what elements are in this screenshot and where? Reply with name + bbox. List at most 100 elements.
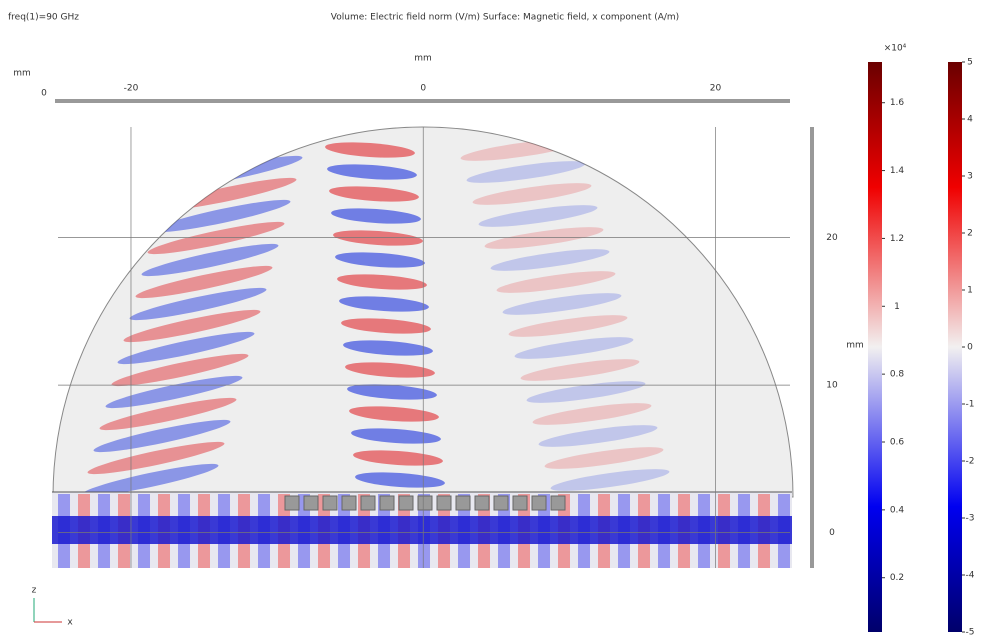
field-lobe	[544, 447, 664, 469]
patch	[493, 495, 509, 511]
y-unit: mm	[846, 341, 864, 351]
field-lobe	[339, 296, 429, 312]
patch	[436, 495, 452, 511]
colorbar-tick-label: 5	[967, 58, 973, 68]
colorbar-tick-label: -2	[966, 457, 975, 467]
field-lobe	[349, 406, 439, 422]
patch	[474, 495, 490, 511]
x-ruler	[55, 99, 790, 103]
plot-title: Volume: Electric field norm (V/m) Surfac…	[331, 13, 679, 23]
colorbar-tick-label: 1.2	[890, 234, 904, 244]
colorbar-tick-label: 0.8	[890, 370, 905, 380]
field-lobe	[484, 227, 604, 249]
field-lobe	[111, 353, 249, 387]
y-tick-label: 20	[826, 233, 838, 243]
field-lobe	[87, 441, 225, 475]
patch	[531, 495, 547, 511]
y-tick-label: 10	[826, 381, 838, 391]
field-lobe	[490, 249, 610, 271]
colorbar-tick-label: 4	[967, 115, 973, 125]
colorbar-tick-label: 0.6	[890, 438, 905, 448]
patch	[455, 495, 471, 511]
patch	[322, 495, 338, 511]
patch	[512, 495, 528, 511]
field-lobe	[514, 337, 634, 359]
triad-x: x	[67, 618, 73, 628]
field-lobe	[341, 318, 431, 334]
field-lobe	[351, 428, 441, 444]
field-lobe	[347, 384, 437, 400]
triad-z: z	[32, 586, 37, 596]
field-lobe	[325, 142, 415, 158]
patch	[550, 495, 566, 511]
field-lobe	[93, 419, 231, 453]
field-lobe	[478, 205, 598, 227]
colorbar-tick-label: 2	[967, 229, 973, 239]
grid	[58, 127, 790, 568]
field-lobe	[329, 186, 419, 202]
colorbar-tick-label: -1	[966, 400, 975, 410]
field-lobe	[135, 265, 273, 299]
field-lobe	[335, 252, 425, 268]
corner-zero: 0	[41, 89, 47, 99]
field-lobe	[343, 340, 433, 356]
field-lobe	[520, 359, 640, 381]
colorbar-tick-label: 1	[894, 302, 900, 312]
colorbar-tick-label: 0.4	[890, 505, 905, 515]
field-lobe	[141, 243, 279, 277]
field-lobe	[472, 183, 592, 205]
field-lobe	[355, 472, 445, 488]
field-lobe	[153, 199, 291, 233]
patch	[284, 495, 300, 511]
x-tick-label: -20	[124, 84, 139, 94]
field-lobe	[147, 221, 285, 255]
colorbar-tick-label: -3	[966, 514, 975, 524]
colorbar-tick-label: 0	[967, 343, 973, 353]
ground-band	[52, 516, 792, 544]
field-lobe	[526, 381, 646, 403]
colorbar-1	[868, 62, 882, 632]
field-lobe	[327, 164, 417, 180]
field-lobe	[532, 403, 652, 425]
y-tick-label: 0	[829, 528, 835, 538]
x-tick-label: 0	[420, 84, 426, 94]
frequency-label: freq(1)=90 GHz	[8, 13, 79, 23]
y-ruler	[810, 127, 814, 568]
patch	[341, 495, 357, 511]
field-lobe	[337, 274, 427, 290]
colorbar-tick-label: 1.4	[890, 166, 905, 176]
field-lobe	[105, 375, 243, 409]
field-lobe	[496, 271, 616, 293]
field-lobe	[81, 463, 219, 497]
field-lobe	[129, 287, 267, 321]
field-lobe	[333, 230, 423, 246]
colorbar-tick-label: 1	[967, 286, 973, 296]
field-lobe	[502, 293, 622, 315]
field-lobe	[123, 309, 261, 343]
field-lobe	[345, 362, 435, 378]
x-unit: mm	[414, 54, 432, 64]
field-lobe	[466, 161, 586, 183]
field-lobe	[117, 331, 255, 365]
field-lobe	[538, 425, 658, 447]
field-lobe	[331, 208, 421, 224]
colorbar-tick-label: 3	[967, 172, 973, 182]
colorbar-tick-label: -5	[966, 628, 975, 635]
colorbar-tick-label: 0.2	[890, 573, 904, 583]
field-lobe	[550, 469, 670, 491]
field-pattern	[81, 133, 670, 497]
field-lobe	[508, 315, 628, 337]
patch	[303, 495, 319, 511]
colorbar-tick-label: -4	[966, 571, 975, 581]
field-lobe	[99, 397, 237, 431]
patch	[379, 495, 395, 511]
colorbar-2	[948, 62, 962, 632]
field-lobe	[353, 450, 443, 466]
colorbar-tick-label: 1.6	[890, 98, 905, 108]
corner-unit: mm	[13, 69, 31, 79]
x-tick-label: 20	[710, 84, 722, 94]
patch	[360, 495, 376, 511]
patch	[398, 495, 414, 511]
colorbar-exponent: ×10⁴	[884, 44, 907, 54]
